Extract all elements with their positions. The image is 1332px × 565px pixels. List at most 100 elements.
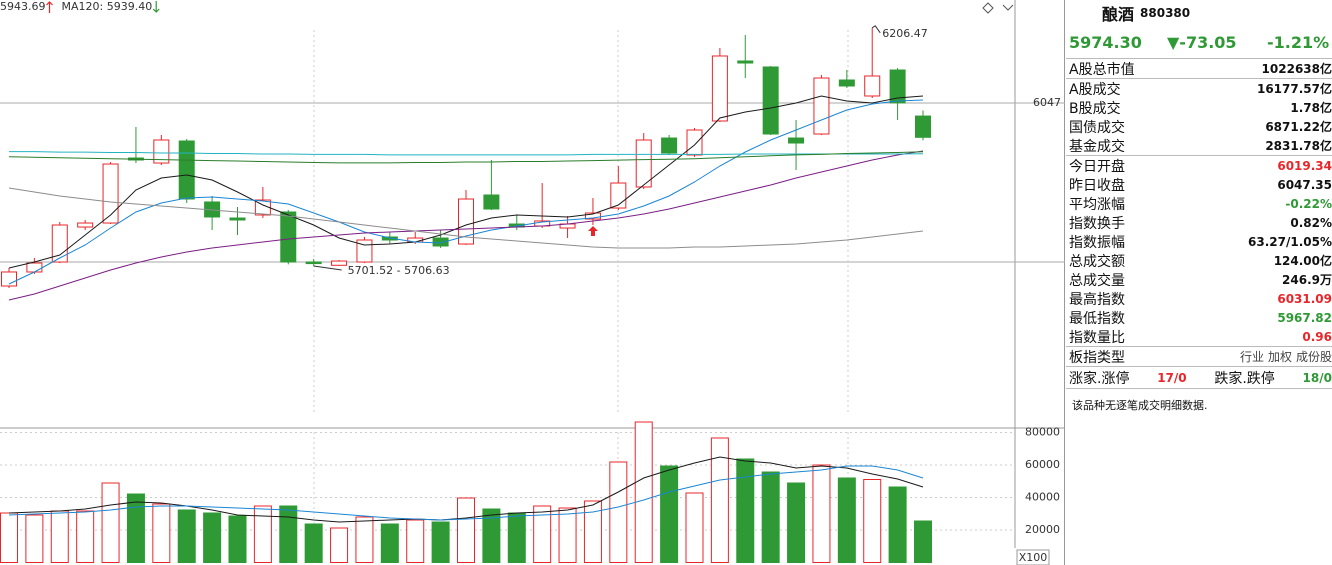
candle-body [102, 163, 119, 224]
toolbar-icon[interactable] [1002, 4, 1014, 11]
volume-bar [406, 519, 425, 563]
y-tick-label: 80000 [1025, 426, 1060, 439]
annotation-pointer [871, 25, 881, 34]
row-label: 跌家.跌停 [1214, 370, 1275, 387]
ma-line [8, 99, 924, 285]
volume-bar [888, 486, 907, 563]
volume-bar [152, 503, 171, 563]
row-value: 63.27/1.05% [1248, 234, 1332, 249]
volume-bar [710, 437, 729, 563]
signal-arrow [588, 226, 598, 236]
row-value: 6047.35 [1277, 177, 1332, 192]
volume-bar [380, 523, 399, 563]
volume-bar [126, 493, 145, 564]
quote-row: 指数换手 0.82% [1066, 213, 1332, 232]
candle-body [178, 140, 195, 200]
candle-body [356, 239, 373, 263]
unit-box [1016, 549, 1050, 565]
candle-body [51, 224, 68, 263]
row-label: 指数振幅 [1069, 234, 1125, 251]
index-type-option: 成份股 [1295, 350, 1332, 364]
volume-bar [482, 508, 501, 564]
price: 5974.30 [1069, 32, 1142, 52]
candle-body [737, 60, 754, 64]
quote-row: 总成交量 246.9万 [1066, 270, 1332, 289]
volume-bar [634, 421, 653, 563]
volume-bar [812, 464, 831, 563]
volume-bar [837, 477, 856, 563]
volume-bar [50, 510, 69, 564]
volume-bar [660, 465, 679, 564]
volume-bar [787, 482, 806, 564]
candle-body [458, 198, 474, 245]
ma-line [9, 151, 924, 156]
quote-row: 昨日收盘 6047.35 [1066, 175, 1332, 194]
candle-body [889, 69, 906, 104]
volume-bar [914, 520, 932, 563]
row-label: 涨家.涨停 [1069, 370, 1130, 387]
index-type-option: 加权 [1267, 350, 1292, 364]
row-value: 246.9万 [1282, 273, 1332, 287]
quote-row: 总成交额 124.00亿 [1066, 251, 1332, 270]
index-type-row: 板指类型 行业 加权 成份股 [1066, 347, 1332, 367]
row-value: 6871.22亿 [1265, 120, 1332, 134]
candle-body [432, 237, 449, 247]
annotation: 5701.52 - 5706.63 [348, 264, 450, 277]
volume-bar [228, 515, 247, 563]
unit-label: X100 [1019, 551, 1048, 564]
index-name: 酿酒 [1102, 5, 1135, 24]
toolbar-icon[interactable] [982, 2, 994, 14]
quote-row: 最低指数 5967.82 [1066, 308, 1332, 327]
chart: 6047 6206.47 5701.52 - 5706.63 5943.69 MA120… [0, 0, 1065, 565]
candle-body [661, 137, 678, 154]
ma-line [8, 95, 924, 269]
row-label: 总成交量 [1069, 272, 1125, 289]
volume-bar [0, 512, 18, 564]
row-value: 16177.57亿 [1256, 82, 1332, 96]
header: 酿酒 880380 [1066, 0, 1332, 26]
candle-body [864, 75, 881, 97]
volume-bar [76, 510, 95, 564]
row-value: 0.96 [1302, 329, 1332, 344]
volume-bar [507, 512, 526, 564]
quote-row: 最高指数 6031.09 [1066, 289, 1332, 308]
volume-bar [609, 461, 628, 563]
y-tick-label: 60000 [1025, 458, 1060, 471]
candle-body [686, 129, 703, 156]
candle-body [77, 222, 94, 228]
volume-bar [279, 505, 298, 563]
row-value: 1.78亿 [1290, 101, 1332, 115]
volume-bar [330, 527, 349, 563]
quote-table: A股总市值 1022638亿 A股成交 16177.57亿 B股成交 1.78亿 国债成交 6… [1066, 59, 1332, 347]
candle-body [915, 115, 931, 138]
volume-bar [761, 471, 780, 563]
volume-bar [253, 505, 272, 563]
quote-row: 国债成交 6871.22亿 [1066, 117, 1332, 136]
annotation: 6206.47 [882, 27, 928, 40]
row-label: 平均涨幅 [1069, 196, 1125, 213]
row-label: 板指类型 [1069, 349, 1125, 366]
volume-bar [355, 516, 374, 563]
volume-bar [203, 512, 222, 564]
quote-row: 基金成交 2831.78亿 [1066, 136, 1332, 156]
legend-entry: 5943.69 [0, 0, 46, 13]
quote-row: B股成交 1.78亿 [1066, 98, 1332, 117]
row-value: -0.22% [1285, 196, 1332, 211]
volume-bar [736, 458, 755, 563]
row-value: 124.00亿 [1273, 254, 1332, 268]
row-label: 今日开盘 [1069, 158, 1125, 175]
legend-trend [152, 1, 160, 13]
row-label: 国债成交 [1069, 119, 1125, 136]
row-label: B股成交 [1069, 100, 1121, 117]
legend-entry: MA120: 5939.40 [62, 0, 153, 13]
candle-body [153, 139, 170, 164]
ma-line [8, 150, 924, 301]
quote-row: 平均涨幅 -0.22% [1066, 194, 1332, 213]
candle-body [483, 194, 500, 210]
volume-bar [304, 523, 323, 563]
quote-panel: 酿酒 880380 5974.30 ▼-73.05 -1.21% A股总市值 10… [1066, 0, 1332, 565]
ma-line [8, 465, 924, 521]
candle-body [280, 211, 297, 263]
candle-body [584, 212, 601, 220]
volume-bar [583, 500, 602, 563]
